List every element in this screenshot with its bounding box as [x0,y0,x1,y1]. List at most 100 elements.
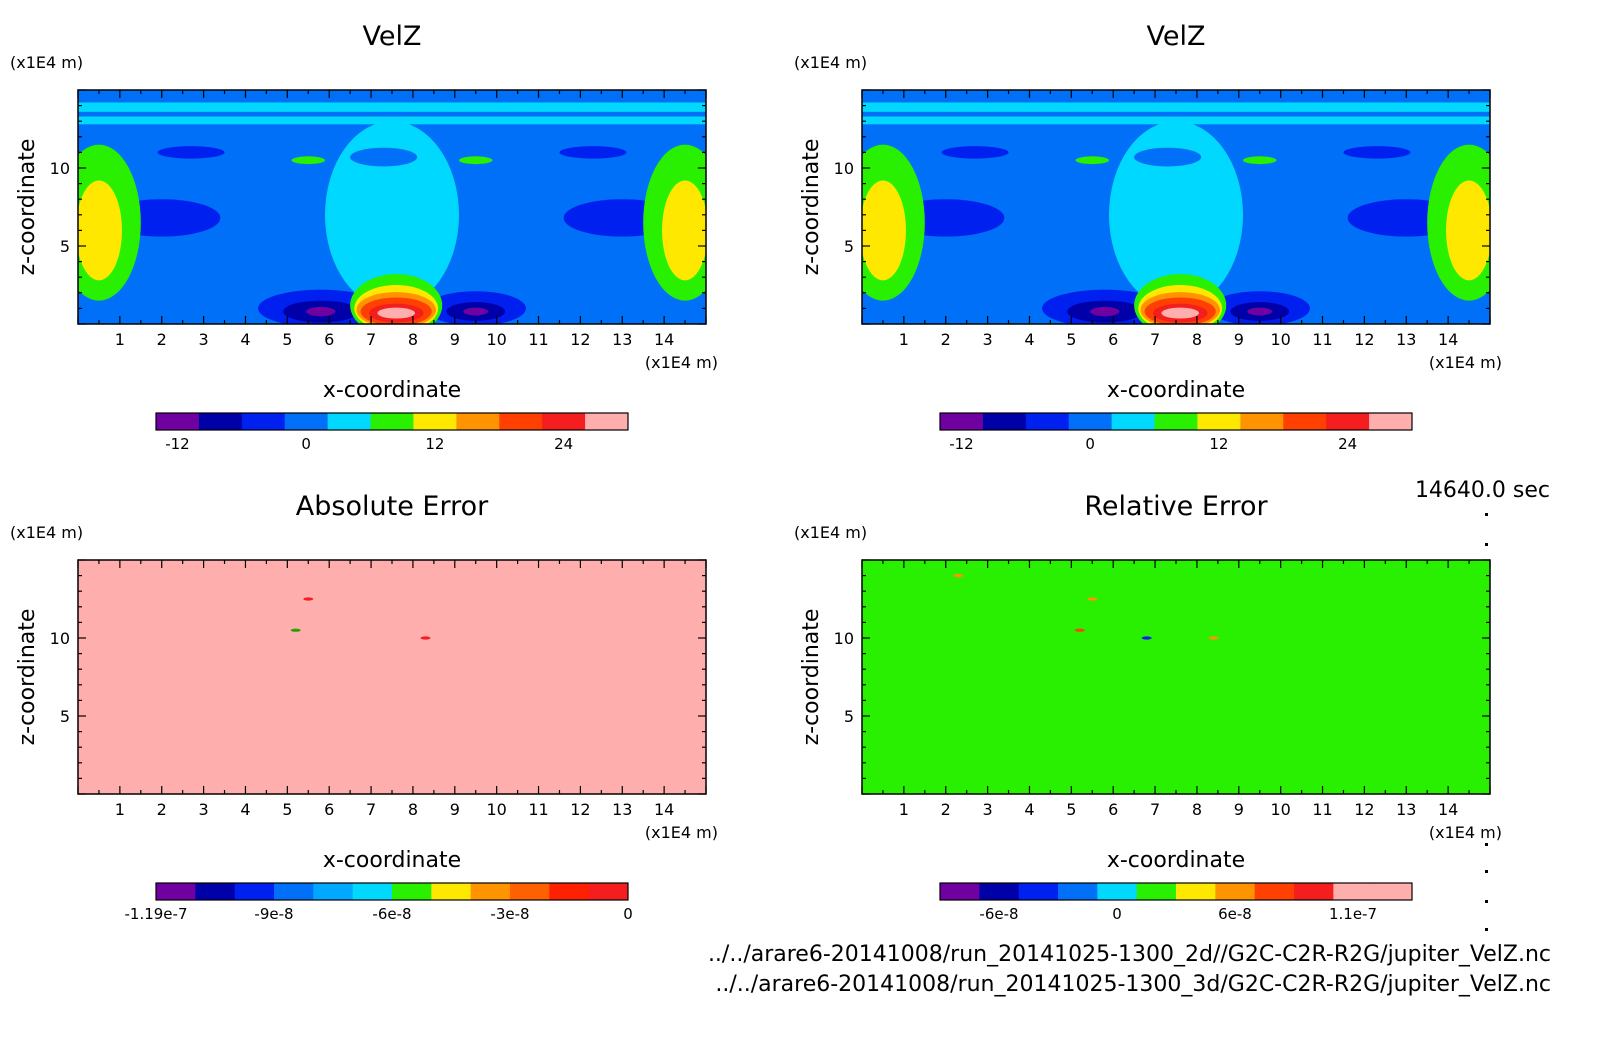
contour-region [458,156,493,165]
colorbar-swatch [1068,413,1113,430]
colorbar-swatch [1025,413,1070,430]
contour-region [291,156,326,165]
x-tick-label: 12 [570,330,590,349]
x-tick-label: 11 [528,800,548,819]
contour-region [306,306,336,317]
plot-area [862,560,1490,794]
contour-region [463,307,489,316]
x-tick-label: 10 [1270,330,1290,349]
x-tick-label: 12 [570,800,590,819]
plot-area [78,90,706,324]
colorbar-swatch [1136,883,1177,900]
colorbar: -6e-8 0 6e-8 1.1e-7 [939,882,1413,923]
plot-background [78,560,706,794]
x-tick-label: 1 [899,800,909,819]
colorbar-swatch [156,413,200,430]
x-tick-label: 6 [324,330,334,349]
x-tick-label: 3 [983,800,993,819]
x-tick-label: 14 [654,330,674,349]
colorbar: -1.19e-7 -9e-8 -6e-8 -3e-8 0 [125,882,633,923]
colorbar-swatch [588,883,629,900]
plot-background [862,560,1490,794]
time-label: 14640.0 sec [1414,478,1550,503]
colorbar-tick-label: -3e-8 [490,905,529,923]
y-tick-label: 10 [834,159,854,178]
margin-dot [1485,843,1488,846]
error-speck [303,597,314,601]
colorbar-swatch [1215,883,1256,900]
x-tick-label: 10 [486,330,506,349]
x-tick-label: 6 [1108,330,1118,349]
error-speck [1141,636,1152,640]
chart-title: Relative Error [1084,491,1268,522]
colorbar-swatch [1372,883,1413,900]
colorbar-tick-label: -1.19e-7 [125,905,188,923]
colorbar-swatch [940,883,980,900]
contour-region [157,146,225,159]
colorbar-swatch [1058,883,1098,900]
x-axis-label: x-coordinate [1107,378,1245,403]
contour-band [78,111,706,117]
file-path-3d: ../../arare6-20141008/run_20141025-1300_… [715,972,1551,997]
contour-region [862,180,906,281]
panel-velz-2d: VelZ (x1E4 m) (x1E4 m) 1 2 3 4 5 6 7 8 9 10 11 12 13 14 5… [0,0,780,470]
x-tick-label: 12 [1354,330,1374,349]
colorbar-swatch [1111,413,1156,430]
margin-dot [1485,513,1488,516]
x-tick-label: 2 [941,800,951,819]
x-unit-label: (x1E4 m) [645,823,718,842]
colorbar-swatch [1283,413,1327,430]
colorbar-tick-label: 12 [425,435,444,453]
x-tick-label: 4 [1024,330,1034,349]
colorbar-swatch [1176,883,1216,900]
y-tick-label: 5 [844,237,854,256]
margin-dot [1485,870,1488,873]
x-tick-label: 6 [324,800,334,819]
x-tick-label: 8 [1192,330,1202,349]
colorbar-tick-label: 0 [1085,435,1095,453]
colorbar-tick-label: 0 [301,435,311,453]
error-speck [1087,597,1098,601]
chart-velz-2d: VelZ(x1E4 m)(x1E4 m)1 2 3 4 5 6 7 8 9 10 11 12 13 145… [10,21,718,453]
x-tick-label: 6 [1108,800,1118,819]
colorbar-swatch [940,413,984,430]
colorbar-swatch [156,883,196,900]
x-tick-label: 7 [366,800,376,819]
contour-region [1075,156,1110,165]
x-tick-label: 10 [486,800,506,819]
margin-dot [1485,928,1488,931]
x-tick-label: 2 [157,330,167,349]
contour-region [1161,307,1200,319]
x-tick-label: 11 [528,330,548,349]
x-tick-label: 5 [282,800,292,819]
colorbar-swatch [195,883,236,900]
x-tick-label: 8 [1192,800,1202,819]
colorbar-swatch [1369,413,1413,430]
chart-title: VelZ [363,21,422,52]
colorbar-swatch [1154,413,1198,430]
colorbar-swatch [470,883,511,900]
y-unit-label: (x1E4 m) [10,53,83,72]
chart-absolute-error: Absolute Error(x1E4 m)(x1E4 m)1 2 3 4 5 6 7 8 9 1… [10,491,718,923]
colorbar-frame [155,412,629,431]
y-unit-label: (x1E4 m) [794,523,867,542]
margin-dot [1485,543,1488,546]
x-tick-label: 7 [366,330,376,349]
error-speck [290,628,301,632]
colorbar-swatch [1097,883,1138,900]
colorbar-swatch [1326,413,1370,430]
x-tick-label: 3 [199,800,209,819]
x-tick-label: 4 [240,800,250,819]
colorbar-swatch [1018,883,1059,900]
colorbar-swatch [499,413,543,430]
x-unit-label: (x1E4 m) [1429,353,1502,372]
y-unit-label: (x1E4 m) [794,53,867,72]
x-tick-label: 14 [1438,330,1458,349]
colorbar-tick-label: 0 [623,905,633,923]
x-axis-label: x-coordinate [323,848,461,873]
y-tick-label: 10 [834,629,854,648]
x-tick-label: 13 [1396,330,1416,349]
x-tick-label: 9 [1234,800,1244,819]
contour-region [1134,147,1202,167]
contour-region [350,147,418,167]
